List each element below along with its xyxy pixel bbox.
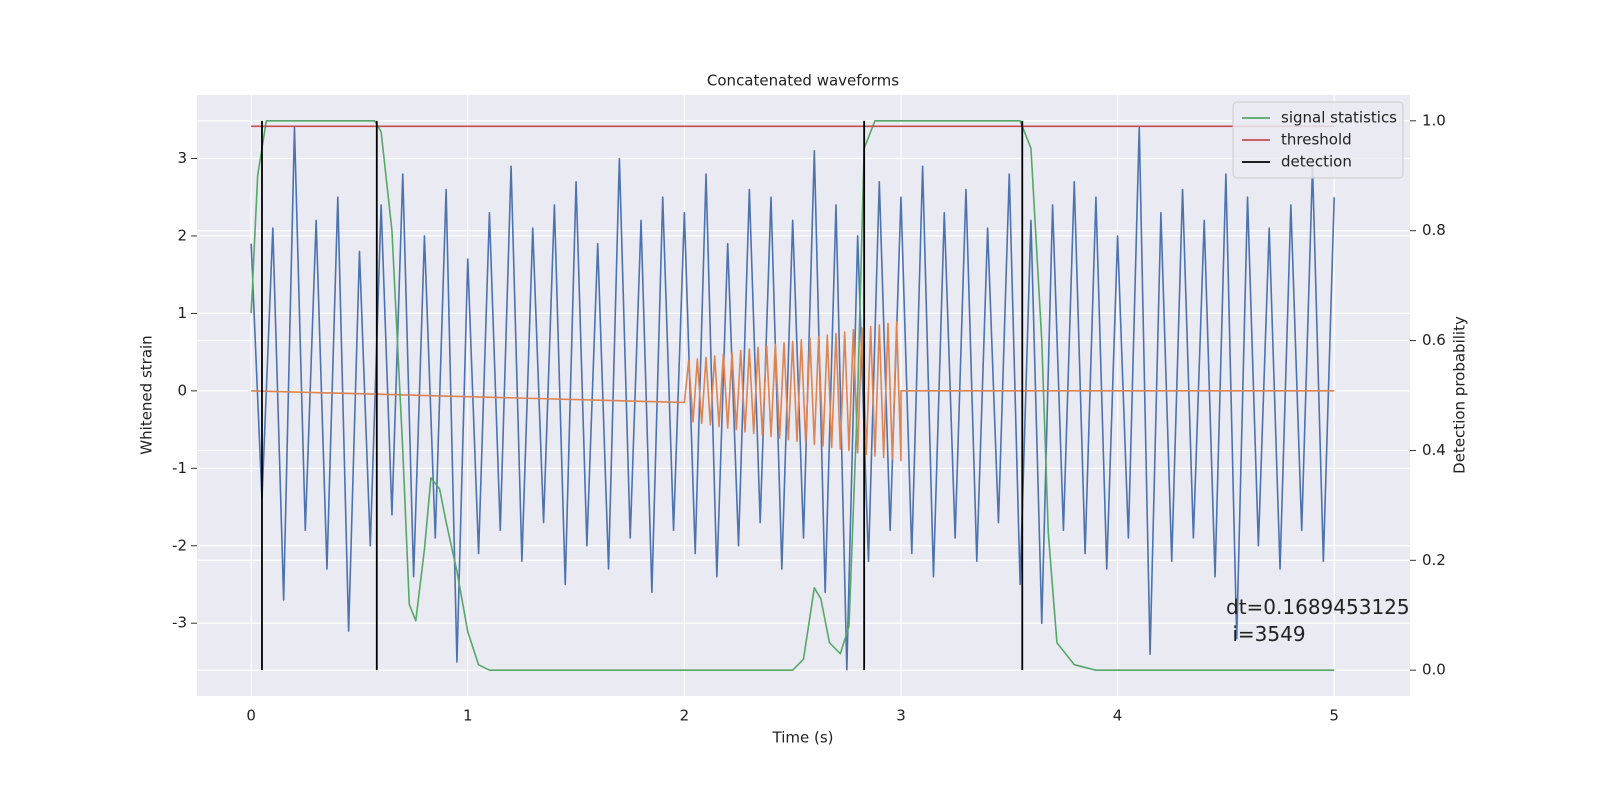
y2-tick-label: 1.0 [1422, 111, 1446, 129]
legend-label: signal statistics [1281, 109, 1397, 127]
x-tick-label: 1 [463, 707, 473, 725]
y2-tick-label: 0.0 [1422, 661, 1446, 679]
x-tick-label: 3 [896, 707, 906, 725]
y-tick-label: 2 [177, 226, 187, 244]
legend-label: threshold [1281, 131, 1352, 149]
y2-tick-label: 0.8 [1422, 221, 1446, 239]
x-tick-label: 4 [1113, 707, 1123, 725]
waveform-line [250, 126, 1335, 671]
y2-tick-label: 0.4 [1422, 441, 1446, 459]
legend-box [1232, 101, 1404, 179]
y2-axis-label: Detection probability [1451, 316, 1469, 474]
x-tick-label: 5 [1329, 707, 1339, 725]
y-tick-label: -3 [172, 614, 187, 632]
x-tick-label: 2 [680, 707, 690, 725]
annotation-line: dt=0.1689453125 [1226, 595, 1410, 619]
chart-title: Concatenated waveforms [707, 72, 899, 90]
annotation: dt=0.1689453125 i=3549 [1226, 595, 1410, 646]
legend-label: detection [1281, 153, 1352, 171]
waveform-line [251, 321, 1335, 462]
y-tick-label: 0 [177, 381, 187, 399]
y-tick-label: 3 [177, 149, 187, 167]
series-line [250, 120, 1335, 671]
y-axis-label: Whitened strain [138, 335, 156, 454]
y2-tick-label: 0.2 [1422, 551, 1446, 569]
y-tick-label: -2 [172, 536, 187, 554]
y-tick-label: -1 [172, 459, 187, 477]
x-tick-label: 0 [246, 707, 256, 725]
y-tick-label: 1 [177, 304, 187, 322]
y2-tick-label: 0.6 [1422, 331, 1446, 349]
x-axis-label: Time (s) [772, 729, 834, 747]
annotation-line: i=3549 [1226, 622, 1306, 646]
